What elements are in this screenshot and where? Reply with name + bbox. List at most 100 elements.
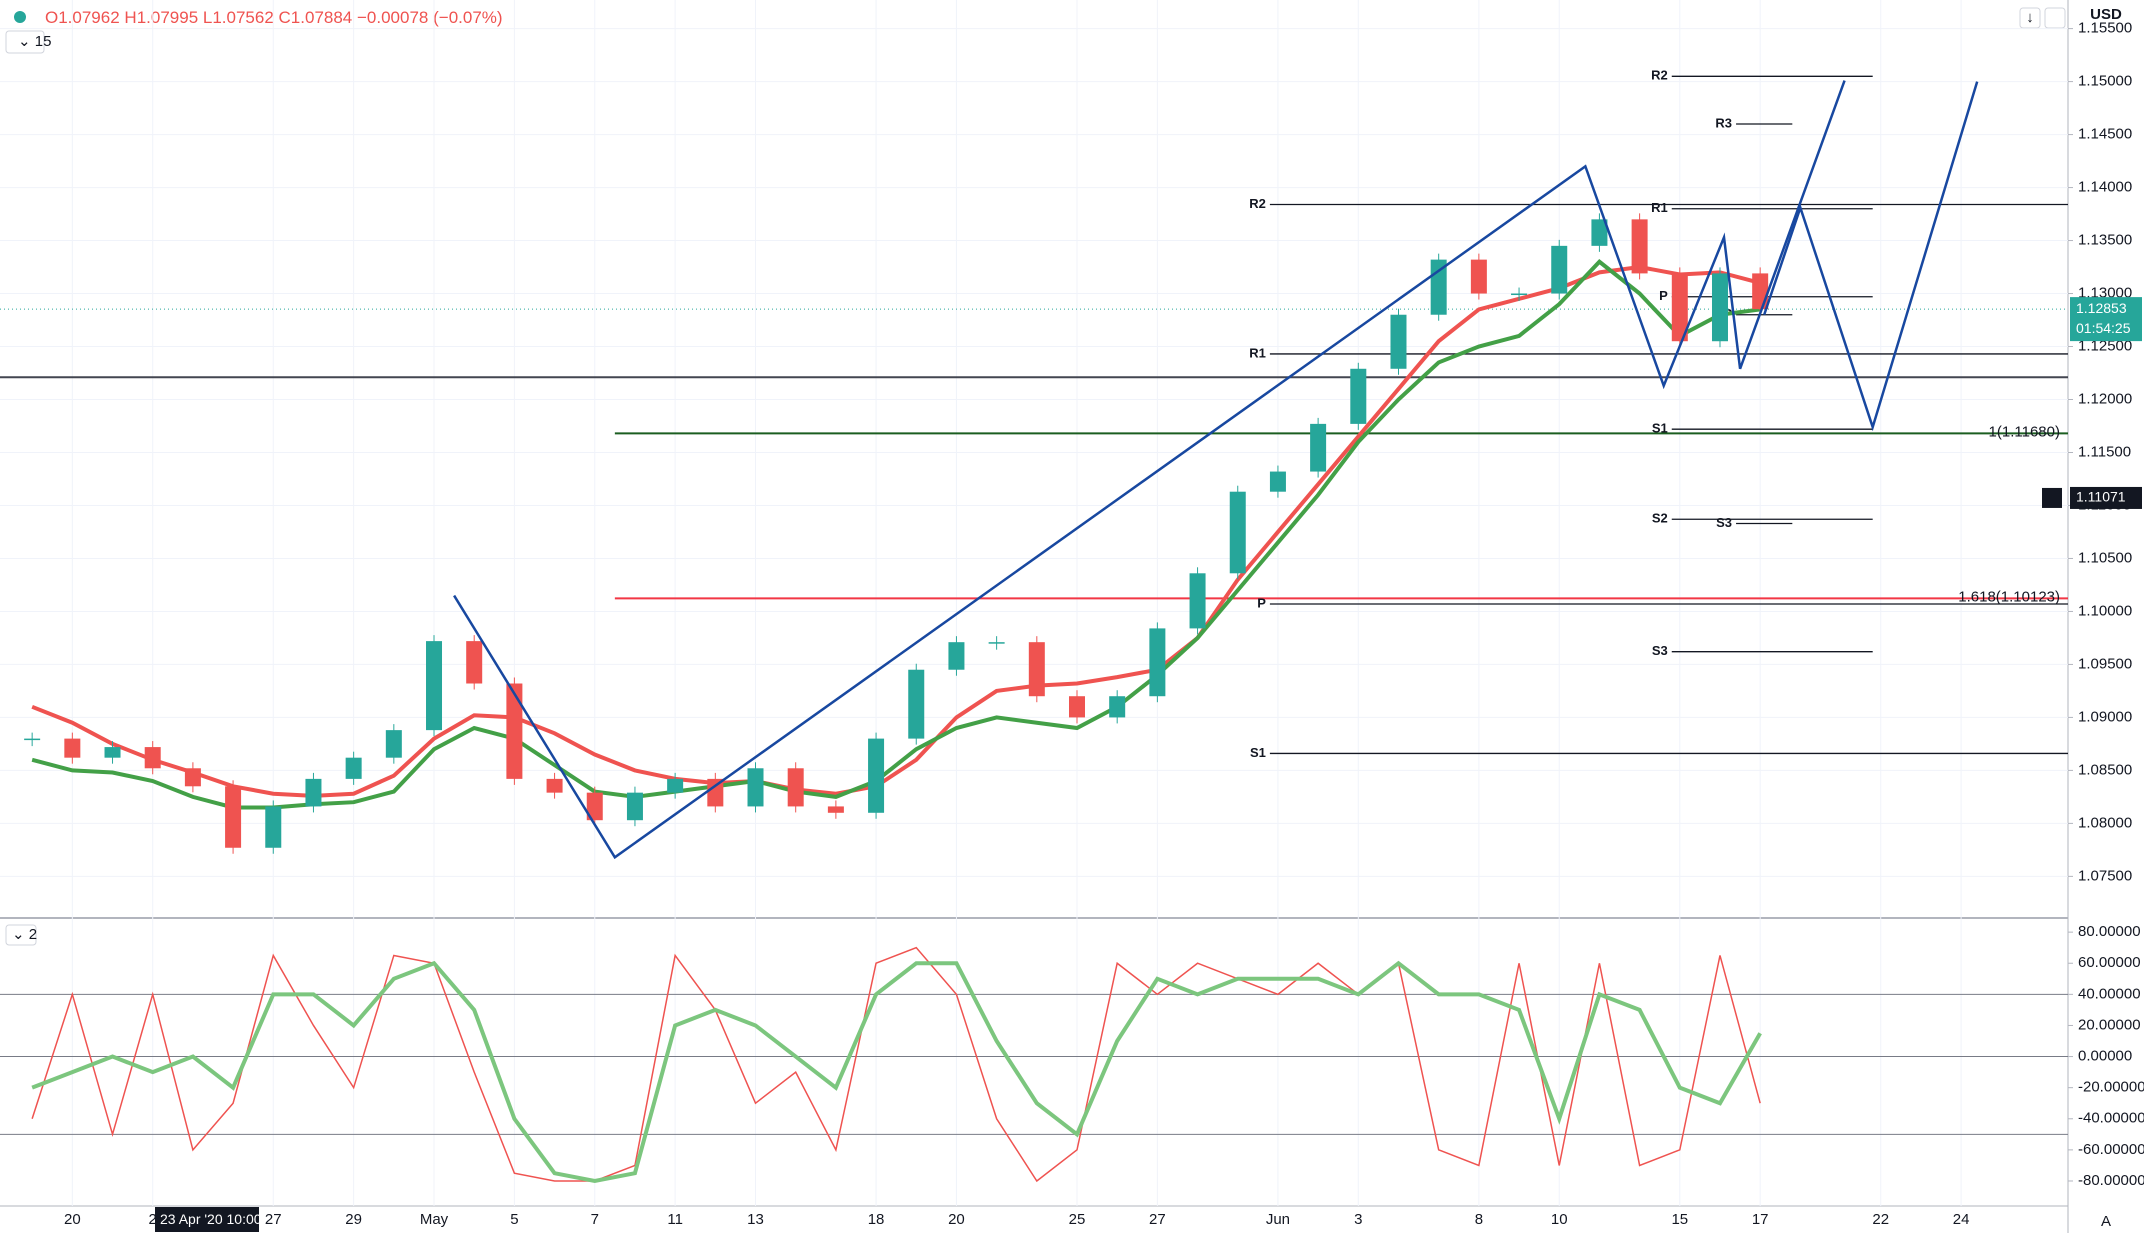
candle-body bbox=[1109, 696, 1126, 718]
close: C1.07884 bbox=[279, 8, 353, 27]
y-tick-label: 1.14500 bbox=[2078, 126, 2132, 143]
countdown: 01:54:25 bbox=[2076, 320, 2131, 336]
pivot-label: S3 bbox=[1716, 515, 1732, 530]
x-tick-label: 10 bbox=[1551, 1211, 1568, 1228]
y-tick-label: 1.11500 bbox=[2078, 443, 2131, 460]
y-tick-label: -60.00000 bbox=[2078, 1141, 2144, 1158]
x-tick-label: Jun bbox=[1266, 1211, 1290, 1228]
candle-body bbox=[1350, 368, 1367, 424]
indicator-toggle[interactable] bbox=[5, 30, 45, 54]
candle-body bbox=[546, 778, 563, 793]
x-tick-label: 5 bbox=[510, 1211, 518, 1228]
crosshair-button bbox=[2042, 487, 2062, 508]
x-tick-label: 8 bbox=[1475, 1211, 1483, 1228]
x-tick-label: 17 bbox=[1752, 1211, 1769, 1228]
x-tick-label: 15 bbox=[1671, 1211, 1688, 1228]
x-tick-label: 27 bbox=[265, 1211, 282, 1228]
crosshair-time: 23 Apr '20 10:00 bbox=[160, 1211, 262, 1227]
x-tick-label: 13 bbox=[747, 1211, 764, 1228]
x-tick-label: 24 bbox=[1953, 1211, 1970, 1228]
interval: 15 bbox=[35, 33, 52, 50]
candle-body bbox=[586, 792, 603, 821]
pivot-label: S3 bbox=[1652, 643, 1668, 658]
pane-toggle[interactable] bbox=[5, 924, 37, 946]
y-tick-label: -20.00000 bbox=[2078, 1079, 2144, 1096]
reset-button[interactable] bbox=[2044, 7, 2066, 29]
pivot-label: S1 bbox=[1652, 421, 1668, 436]
pivot-label: P bbox=[1659, 288, 1668, 303]
pane-number: 2 bbox=[29, 926, 37, 943]
scroll-icon: ↓ bbox=[2026, 9, 2034, 26]
x-tick-label: 11 bbox=[667, 1211, 683, 1228]
fib-label: 1.618(1.10123) bbox=[1958, 588, 2060, 605]
change: −0.00078 (−0.07%) bbox=[357, 8, 503, 27]
pivot-label: P bbox=[1257, 595, 1266, 610]
candle-body bbox=[1068, 696, 1085, 718]
x-tick-label: May bbox=[420, 1211, 449, 1228]
candle-body bbox=[1631, 219, 1648, 274]
candle-body bbox=[265, 806, 282, 848]
candle-body bbox=[787, 768, 804, 807]
crosshair-date: 23 Apr '20 bbox=[160, 1211, 223, 1227]
scale-mode[interactable]: A bbox=[2101, 1213, 2111, 1230]
candle-body bbox=[667, 778, 684, 793]
pane-label: ⌄ 2 bbox=[12, 926, 37, 943]
y-tick-label: 20.00000 bbox=[2078, 1016, 2141, 1033]
pivot-label: R3 bbox=[1715, 115, 1732, 130]
y-tick-label: 60.00000 bbox=[2078, 954, 2141, 971]
crosshair-clock: 10:00 bbox=[227, 1211, 262, 1227]
y-tick-label: 1.10000 bbox=[2078, 602, 2132, 619]
candle-body bbox=[345, 757, 362, 779]
candle-body bbox=[1269, 471, 1286, 492]
pivot-label: R2 bbox=[1651, 68, 1668, 83]
y-tick-label: 1.13500 bbox=[2078, 232, 2132, 249]
last-price-label: 1.12853 bbox=[2076, 300, 2127, 316]
open: O1.07962 bbox=[45, 8, 120, 27]
x-tick-label: 18 bbox=[868, 1211, 885, 1228]
candle-body bbox=[104, 747, 121, 758]
trend-drawing bbox=[453, 80, 1846, 860]
candle-body bbox=[1752, 273, 1769, 310]
candle-body bbox=[747, 768, 764, 807]
y-tick-label: 1.07500 bbox=[2078, 867, 2132, 884]
x-tick-label: 25 bbox=[1069, 1211, 1086, 1228]
candle-body bbox=[184, 768, 201, 787]
pivot-label: R1 bbox=[1249, 345, 1266, 360]
currency: USD bbox=[2090, 6, 2122, 23]
y-tick-label: -80.00000 bbox=[2078, 1172, 2144, 1189]
candle-body bbox=[225, 786, 242, 848]
high: H1.07995 bbox=[124, 8, 198, 27]
pivot-label: R2 bbox=[1249, 196, 1266, 211]
candle-body bbox=[385, 730, 402, 758]
candle-body bbox=[988, 642, 1005, 644]
candle-body bbox=[466, 641, 483, 684]
candle-body bbox=[1310, 423, 1327, 472]
candle-body bbox=[305, 778, 322, 807]
candle-body bbox=[1028, 642, 1045, 697]
candle-body bbox=[1711, 273, 1728, 342]
y-tick-label: 1.08500 bbox=[2078, 761, 2132, 778]
y-tick-label: 1.14000 bbox=[2078, 179, 2132, 196]
candle-body bbox=[1551, 245, 1568, 294]
pivot-label: S2 bbox=[1652, 511, 1668, 526]
low: L1.07562 bbox=[203, 8, 274, 27]
pivot-label: R1 bbox=[1651, 200, 1668, 215]
x-tick-label: 22 bbox=[1872, 1211, 1889, 1228]
y-tick-label: 1.12500 bbox=[2078, 337, 2132, 354]
candle-body bbox=[1390, 314, 1407, 369]
candle-body bbox=[707, 778, 724, 807]
candle-body bbox=[1470, 259, 1487, 294]
x-tick-label: 3 bbox=[1354, 1211, 1362, 1228]
y-tick-label: 1.15000 bbox=[2078, 73, 2132, 90]
trend-drawing bbox=[1763, 81, 1979, 432]
candle-body bbox=[64, 738, 81, 758]
scroll-button[interactable] bbox=[2019, 7, 2041, 29]
indicator-label: ⌄ 15 bbox=[18, 33, 51, 50]
candle-body bbox=[1149, 628, 1166, 697]
candle-body bbox=[426, 641, 443, 731]
pivot-label: S1 bbox=[1250, 745, 1266, 760]
oscillator-line bbox=[31, 960, 1762, 1184]
candle-body bbox=[868, 738, 885, 813]
y-tick-label: 1.09000 bbox=[2078, 708, 2132, 725]
